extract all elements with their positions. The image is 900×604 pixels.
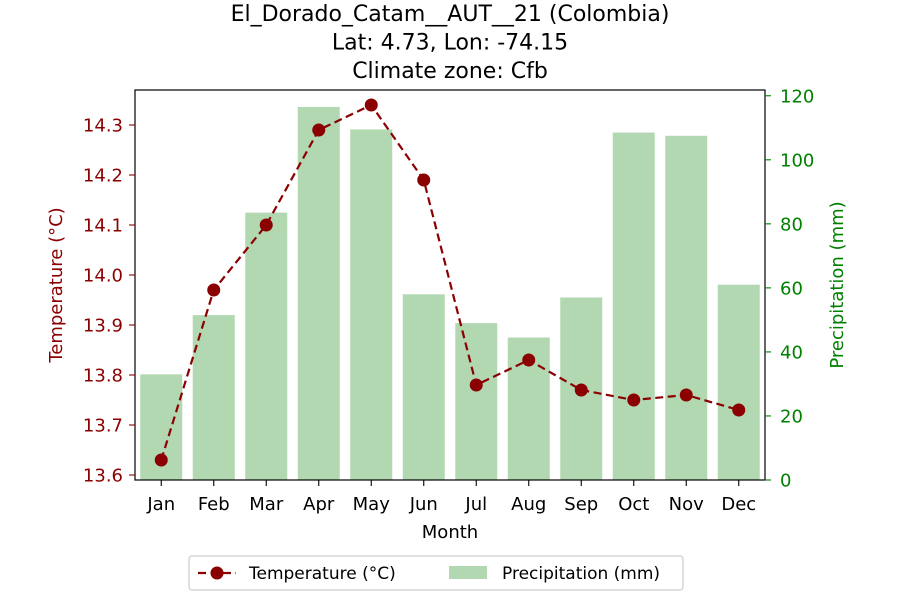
y-left-axis-label: Temperature (°C) <box>46 207 67 363</box>
temperature-point-jul <box>469 378 483 392</box>
precipitation-bar-mar <box>245 212 288 480</box>
y-left-tick-label-4: 14.0 <box>83 266 123 287</box>
temperature-point-feb <box>207 283 221 297</box>
temperature-point-mar <box>259 218 273 232</box>
y-right-tick-label-0: 0 <box>780 471 791 492</box>
x-tick-label-apr: Apr <box>303 494 335 515</box>
x-tick-label-sep: Sep <box>564 494 598 515</box>
temperature-point-dec <box>732 403 746 417</box>
temperature-point-nov <box>679 388 693 402</box>
precipitation-bar-jun <box>402 294 445 480</box>
x-tick-label-may: May <box>353 494 391 515</box>
y-right-tick-label-1: 20 <box>780 406 803 427</box>
precipitation-bar-feb <box>192 315 235 480</box>
y-right-tick-label-3: 60 <box>780 278 803 299</box>
precipitation-bars <box>140 106 760 481</box>
legend-temperature-marker <box>210 566 224 580</box>
precipitation-bar-jul <box>455 323 498 480</box>
legend: Temperature (°C) Precipitation (mm) <box>188 555 684 591</box>
temperature-line <box>154 98 746 467</box>
y-right-tick-label-6: 120 <box>780 86 814 107</box>
temperature-point-aug <box>522 353 536 367</box>
temperature-point-jan <box>154 453 168 467</box>
legend-box <box>188 555 684 591</box>
y-left-tick-label-0: 13.6 <box>83 466 123 487</box>
x-tick-label-jul: Jul <box>464 494 487 515</box>
legend-precipitation-swatch <box>449 566 487 579</box>
temperature-line-path <box>160 103 740 461</box>
x-tick-label-jun: Jun <box>409 494 438 515</box>
x-tick-label-dec: Dec <box>721 494 756 515</box>
title-line-3: Climate zone: Cfb <box>352 59 548 84</box>
title-line-1: El_Dorado_Catam__AUT__21 (Colombia) <box>231 2 670 27</box>
chart-title: El_Dorado_Catam__AUT__21 (Colombia) Lat: … <box>231 2 670 84</box>
axes: Jan Feb Mar Apr May Jun Jul Aug Sep Oct Nov Dec Mont… <box>46 86 848 543</box>
y-left-tick-label-6: 14.2 <box>83 166 123 187</box>
temperature-point-oct <box>627 393 641 407</box>
precipitation-bar-dec <box>717 284 760 480</box>
y-right-tick-label-2: 40 <box>780 342 803 363</box>
temperature-point-sep <box>574 383 588 397</box>
temperature-point-apr <box>312 123 326 137</box>
plot-frame <box>134 89 766 481</box>
y-right-tick-label-5: 100 <box>780 150 814 171</box>
x-tick-label-feb: Feb <box>198 494 230 515</box>
y-left-tick-label-2: 13.8 <box>83 366 123 387</box>
x-tick-label-nov: Nov <box>669 494 704 515</box>
y-left-tick-label-7: 14.3 <box>83 116 123 137</box>
x-axis-label: Month <box>422 522 478 543</box>
precipitation-bar-may <box>350 129 393 481</box>
y-right-tick-label-4: 80 <box>780 214 803 235</box>
y-right-axis-label: Precipitation (mm) <box>827 201 848 368</box>
y-left-tick-label-5: 14.1 <box>83 216 123 237</box>
precipitation-bar-apr <box>297 106 340 480</box>
title-line-2: Lat: 4.73, Lon: -74.15 <box>332 31 568 56</box>
temperature-point-jun <box>417 173 431 187</box>
precipitation-bar-nov <box>665 135 708 480</box>
x-tick-label-jan: Jan <box>146 494 175 515</box>
x-tick-label-oct: Oct <box>618 494 649 515</box>
x-tick-label-mar: Mar <box>249 494 284 515</box>
temperature-point-may <box>364 98 378 112</box>
legend-precipitation-label: Precipitation (mm) <box>502 564 660 584</box>
x-tick-label-aug: Aug <box>511 494 546 515</box>
legend-temperature-label: Temperature (°C) <box>248 564 396 584</box>
y-left-tick-label-1: 13.7 <box>83 416 123 437</box>
y-left-tick-label-3: 13.9 <box>83 316 123 337</box>
precipitation-bar-oct <box>612 132 655 480</box>
